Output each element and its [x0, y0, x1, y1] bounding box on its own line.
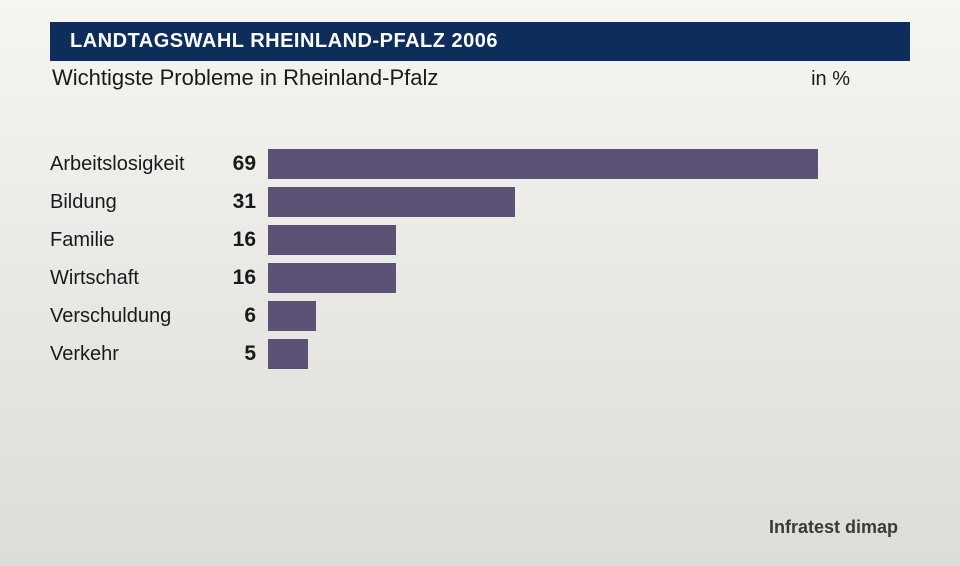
bar-row: Verkehr5 — [50, 337, 890, 371]
bar-label: Verkehr — [50, 343, 218, 366]
bar-row: Bildung31 — [50, 185, 890, 219]
bar-container — [268, 339, 890, 369]
bar-fill — [268, 263, 396, 293]
chart-unit: in % — [811, 68, 890, 91]
bar-label: Wirtschaft — [50, 267, 218, 290]
bar-container — [268, 225, 890, 255]
bar-container — [268, 187, 890, 217]
bar-container — [268, 149, 890, 179]
bar-value: 6 — [218, 304, 268, 328]
chart-subtitle: Wichtigste Probleme in Rheinland-Pfalz — [50, 65, 438, 91]
bar-value: 31 — [218, 190, 268, 214]
bar-fill — [268, 301, 316, 331]
bar-row: Verschuldung6 — [50, 299, 890, 333]
bar-label: Bildung — [50, 191, 218, 214]
bar-fill — [268, 187, 515, 217]
bar-row: Arbeitslosigkeit69 — [50, 147, 890, 181]
chart-source: Infratest dimap — [769, 517, 898, 538]
bar-fill — [268, 339, 308, 369]
bar-label: Arbeitslosigkeit — [50, 153, 218, 176]
bar-row: Wirtschaft16 — [50, 261, 890, 295]
bar-value: 5 — [218, 342, 268, 366]
bar-fill — [268, 149, 818, 179]
bar-row: Familie16 — [50, 223, 890, 257]
header-title: LANDTAGSWAHL RHEINLAND-PFALZ 2006 — [70, 30, 498, 52]
bar-fill — [268, 225, 396, 255]
chart-area: Arbeitslosigkeit69Bildung31Familie16Wirt… — [50, 147, 910, 371]
bar-value: 16 — [218, 266, 268, 290]
bar-label: Familie — [50, 229, 218, 252]
bar-value: 69 — [218, 152, 268, 176]
subtitle-row: Wichtigste Probleme in Rheinland-Pfalz i… — [50, 65, 910, 97]
bar-label: Verschuldung — [50, 305, 218, 328]
bar-container — [268, 301, 890, 331]
header-title-bar: LANDTAGSWAHL RHEINLAND-PFALZ 2006 — [50, 22, 910, 61]
bar-container — [268, 263, 890, 293]
bar-value: 16 — [218, 228, 268, 252]
